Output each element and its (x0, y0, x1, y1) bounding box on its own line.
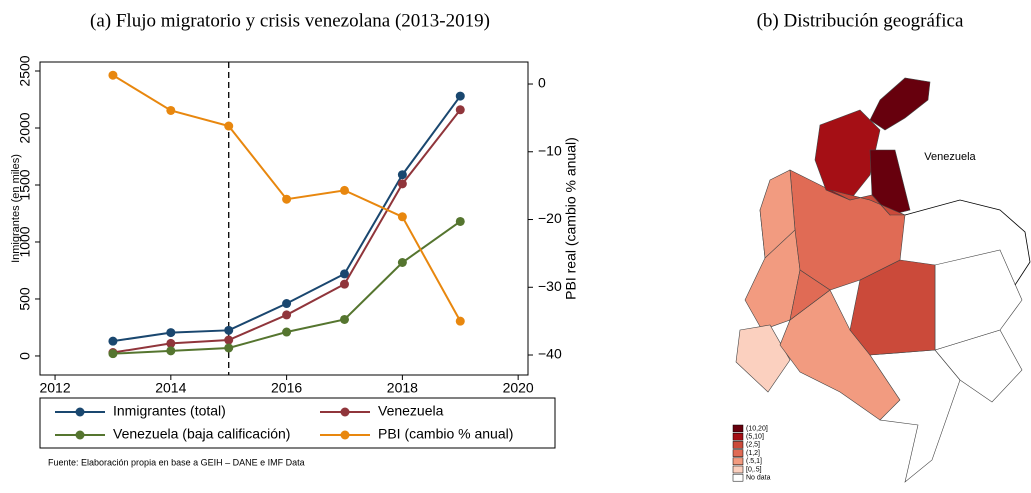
legend-marker (75, 430, 85, 440)
data-point (397, 212, 407, 222)
data-point (339, 314, 349, 324)
y2-tick-label: −40 (538, 346, 562, 362)
data-point (397, 170, 407, 180)
source-note: Fuente: Elaboración propia en base a GEI… (48, 457, 305, 467)
data-point (455, 316, 465, 326)
legend-swatch (732, 432, 744, 441)
data-point (166, 105, 176, 115)
department (934, 249, 1023, 351)
plot-frame (39, 61, 529, 376)
legend-swatch (732, 441, 744, 449)
map-title: (b) Distribución geográfica (757, 10, 964, 31)
x-tick-label: 2016 (271, 380, 302, 396)
legend-swatch (732, 424, 744, 433)
legend-frame (39, 397, 556, 449)
data-point (166, 346, 176, 356)
y2-axis-title: PBI real (cambio % anual) (563, 137, 579, 300)
legend-label: (.5,1] (746, 458, 762, 465)
legend-label: [0,.5] (746, 466, 762, 473)
data-point (282, 310, 292, 320)
x-tick-label: 2020 (503, 380, 534, 396)
data-point (282, 194, 292, 204)
y-tick-label: 2500 (17, 55, 33, 86)
y-tick-label: 2000 (17, 112, 33, 143)
data-point (455, 216, 465, 226)
legend-swatch (732, 473, 744, 482)
legend-label: (5,10] (746, 434, 764, 441)
y2-tick-label: −20 (538, 210, 562, 226)
data-point (108, 70, 118, 80)
legend-label: (1,2] (746, 450, 760, 457)
data-point (282, 299, 292, 309)
department (735, 324, 791, 393)
legend-label: Venezuela (baja calificación) (113, 426, 290, 442)
legend-label: Inmigrantes (total) (113, 403, 226, 419)
data-point (339, 279, 349, 289)
department (759, 169, 796, 259)
x-tick-label: 2012 (39, 380, 70, 396)
legend-label: (2,5] (746, 442, 760, 449)
country-label: Venezuela (924, 151, 976, 163)
y2-tick-label: −30 (538, 278, 562, 294)
data-point (108, 349, 118, 359)
legend-swatch (732, 465, 744, 474)
legend-marker (340, 407, 350, 417)
legend-marker (340, 430, 350, 440)
department (869, 149, 911, 216)
y-tick-label: 500 (17, 287, 33, 311)
data-point (339, 269, 349, 279)
data-point (224, 121, 234, 131)
data-point (455, 105, 465, 115)
legend-label: Venezuela (378, 403, 444, 419)
legend-label: No data (746, 475, 771, 482)
y-tick-label: 1500 (17, 169, 33, 200)
department (869, 77, 931, 131)
y-tick-label: 0 (17, 352, 33, 360)
y2-tick-label: 0 (538, 75, 546, 91)
data-point (224, 325, 234, 335)
data-point (455, 91, 465, 101)
chart-title: (a) Flujo migratorio y crisis venezolana… (90, 10, 490, 31)
legend-label: PBI (cambio % anual) (378, 426, 513, 442)
data-point (224, 335, 234, 345)
y-axis-title: Inmigrantes (en miles) (10, 154, 22, 263)
legend-label: (10,20] (746, 425, 768, 432)
border-outline (904, 199, 1031, 286)
legend-marker (75, 407, 85, 417)
y-tick-label: 1000 (17, 226, 33, 257)
data-point (224, 343, 234, 353)
x-tick-label: 2018 (387, 380, 418, 396)
data-point (166, 328, 176, 338)
department (814, 109, 881, 201)
legend-swatch (732, 449, 744, 457)
department (829, 189, 906, 216)
x-tick-label: 2014 (155, 380, 186, 396)
department (789, 269, 831, 321)
data-point (397, 257, 407, 267)
data-point (397, 179, 407, 189)
y2-tick-label: −10 (538, 142, 562, 158)
data-point (108, 336, 118, 346)
data-point (166, 338, 176, 348)
data-point (282, 327, 292, 337)
data-point (339, 185, 349, 195)
legend-swatch (732, 457, 744, 466)
